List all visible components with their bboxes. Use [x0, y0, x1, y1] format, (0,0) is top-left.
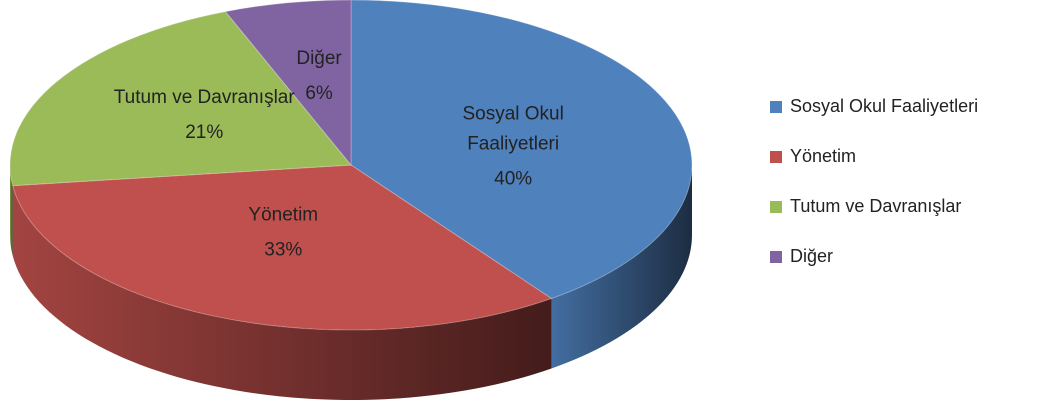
data-label-value: 33% — [264, 240, 302, 261]
legend-label: Diğer — [790, 246, 833, 266]
data-label-value: 21% — [185, 122, 223, 143]
pie-side — [551, 165, 692, 369]
legend-swatch — [770, 251, 782, 263]
pie-slice — [9, 11, 353, 187]
data-label-name: Sosyal Okul Faaliyetleri — [462, 104, 563, 155]
pie-slice — [12, 164, 553, 331]
legend-swatch — [770, 101, 782, 113]
data-label-name: Tutum ve Davranışlar — [114, 87, 296, 108]
pie-slice — [224, 0, 352, 167]
pie-side — [12, 185, 552, 400]
legend-label: Tutum ve Davranışlar — [790, 196, 961, 216]
legend-swatch — [770, 201, 782, 213]
legend-label: Sosyal Okul Faaliyetleri — [790, 96, 978, 116]
legend-label: Yönetim — [790, 146, 856, 166]
pie-side — [10, 165, 13, 256]
data-label-value: 40% — [494, 169, 532, 190]
data-label-value: 6% — [305, 83, 333, 104]
data-label-name: Diğer — [296, 48, 342, 69]
data-label-name: Yönetim — [248, 205, 318, 226]
legend-swatch — [770, 151, 782, 163]
pie-slice — [350, 0, 693, 300]
